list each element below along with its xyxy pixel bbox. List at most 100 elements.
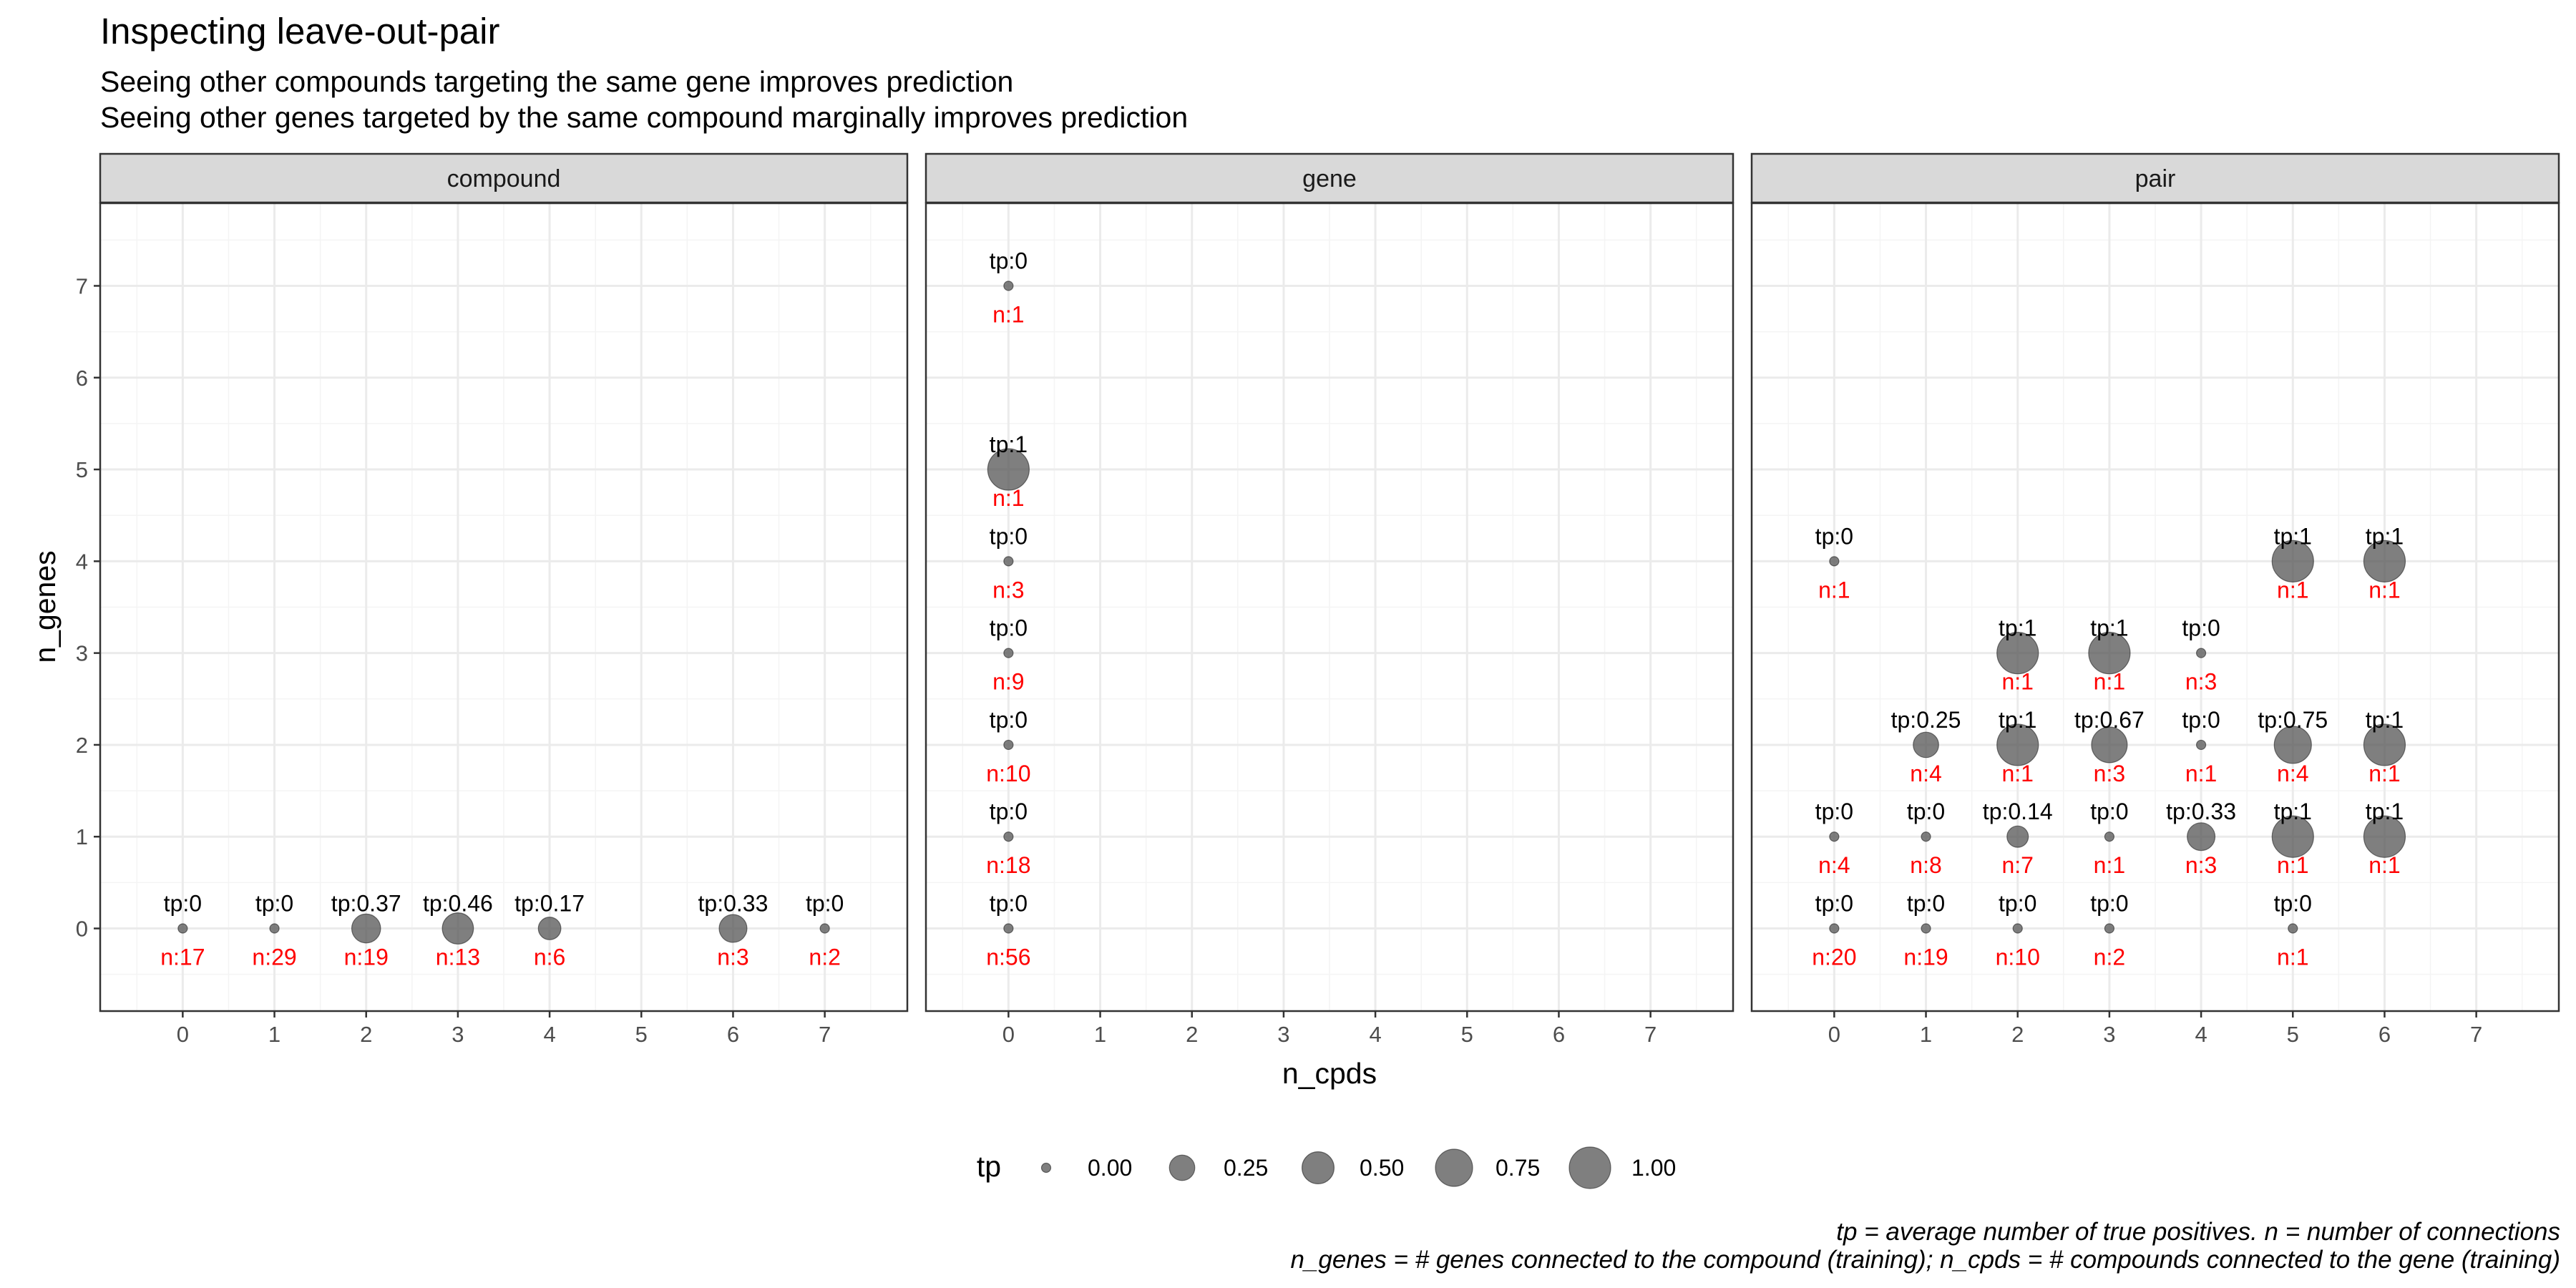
y-tick-label: 2 — [76, 733, 88, 758]
n-label: n:7 — [2001, 852, 2033, 878]
data-point — [2195, 739, 2207, 751]
tp-label: tp:0.67 — [2074, 707, 2145, 733]
x-tick-label: 4 — [2195, 1022, 2207, 1047]
n-label: n:1 — [992, 485, 1024, 511]
x-tick-label: 4 — [1369, 1022, 1381, 1047]
tp-label: tp:0 — [990, 707, 1028, 733]
caption-line-1: tp = average number of true positives. n… — [1836, 1218, 2560, 1246]
tp-label: tp:0.37 — [331, 891, 401, 917]
data-point — [2273, 726, 2312, 764]
chart-subtitle-line-1: Seeing other compounds targeting the sam… — [100, 65, 1014, 98]
x-tick-label: 2 — [2011, 1022, 2024, 1047]
data-point — [1996, 723, 2039, 766]
data-point — [177, 923, 188, 934]
data-point — [1003, 648, 1014, 658]
data-point — [1003, 923, 1014, 934]
chart-subtitle-line-2: Seeing other genes targeted by the same … — [100, 101, 1189, 134]
data-point — [1921, 831, 1931, 842]
tp-label: tp:1 — [1999, 615, 2036, 641]
y-tick-label: 6 — [76, 366, 88, 391]
y-tick-label: 1 — [76, 824, 88, 849]
n-label: n:17 — [160, 945, 205, 970]
y-tick-label: 0 — [76, 917, 88, 942]
n-label: n:13 — [436, 945, 480, 970]
data-point — [1913, 731, 1939, 758]
x-tick-label: 0 — [1002, 1022, 1015, 1047]
panel-border-compound — [99, 202, 909, 1013]
data-point — [1829, 556, 1840, 567]
x-tick-label: 0 — [177, 1022, 189, 1047]
y-axis-title: n_genes — [29, 550, 62, 663]
facet-label-compound: compound — [447, 165, 561, 192]
legend-key — [1040, 1162, 1052, 1174]
data-point — [2104, 831, 2115, 842]
y-tick-label: 5 — [76, 457, 88, 482]
data-point — [2195, 648, 2207, 658]
data-point — [1829, 831, 1840, 842]
n-label: n:2 — [2094, 945, 2125, 970]
panel-border-pair — [1750, 202, 2560, 1013]
data-point — [2363, 723, 2406, 766]
tp-label: tp:0.33 — [698, 891, 769, 917]
tp-label: tp:0 — [164, 891, 202, 917]
legend-label: 1.00 — [1631, 1155, 1676, 1181]
legend-key — [1301, 1151, 1335, 1185]
n-label: n:19 — [344, 945, 389, 970]
tp-label: tp:0 — [255, 891, 293, 917]
x-tick-label: 2 — [360, 1022, 372, 1047]
data-point — [718, 914, 748, 943]
y-tick-label: 7 — [76, 273, 88, 298]
data-point — [2006, 825, 2029, 848]
n-label: n:8 — [1910, 852, 1941, 878]
n-label: n:1 — [992, 301, 1024, 327]
tp-label: tp:1 — [2274, 799, 2312, 824]
tp-label: tp:1 — [2366, 707, 2404, 733]
legend-label: 0.50 — [1360, 1155, 1404, 1181]
legend-key — [1435, 1148, 1473, 1187]
tp-label: tp:0 — [2090, 891, 2128, 917]
caption-line-2: n_genes = # genes connected to the compo… — [1290, 1246, 2560, 1274]
n-label: n:3 — [2185, 852, 2217, 878]
n-label: n:1 — [2094, 669, 2125, 695]
tp-label: tp:0 — [1907, 799, 1945, 824]
tp-label: tp:1 — [2090, 615, 2128, 641]
tp-label: tp:1 — [1999, 707, 2036, 733]
data-point — [1829, 923, 1840, 934]
n-label: n:4 — [1818, 852, 1850, 878]
x-tick-label: 7 — [1644, 1022, 1657, 1047]
n-label: n:1 — [2368, 852, 2400, 878]
x-tick-label: 5 — [635, 1022, 648, 1047]
facet-strip-pair — [1750, 152, 2560, 204]
x-tick-label: 3 — [2103, 1022, 2115, 1047]
tp-label: tp:0 — [1815, 799, 1853, 824]
facet-label-gene: gene — [1302, 165, 1357, 192]
tp-label: tp:0 — [1907, 891, 1945, 917]
x-tick-label: 3 — [1277, 1022, 1289, 1047]
legend-title: tp — [977, 1150, 1001, 1183]
x-axis-title: n_cpds — [1282, 1057, 1377, 1090]
data-point — [269, 923, 280, 934]
data-point — [2012, 923, 2023, 934]
n-label: n:4 — [1910, 761, 1941, 786]
n-label: n:1 — [1818, 577, 1850, 602]
data-point — [2091, 726, 2128, 763]
facet-strip-gene — [924, 152, 1735, 204]
data-point — [2271, 540, 2314, 582]
x-tick-label: 4 — [543, 1022, 555, 1047]
tp-label: tp:0 — [2274, 891, 2312, 917]
x-tick-label: 3 — [452, 1022, 464, 1047]
facet-strip-compound — [99, 152, 909, 204]
n-label: n:19 — [1903, 945, 1948, 970]
x-tick-label: 5 — [2287, 1022, 2299, 1047]
data-point — [2104, 923, 2115, 934]
data-point — [819, 923, 830, 934]
n-label: n:6 — [534, 945, 565, 970]
data-point — [2288, 923, 2298, 934]
tp-label: tp:0 — [806, 891, 844, 917]
tp-label: tp:0.17 — [514, 891, 585, 917]
n-label: n:56 — [986, 945, 1030, 970]
data-point — [2271, 815, 2314, 858]
legend-label: 0.00 — [1088, 1155, 1132, 1181]
data-point — [1003, 831, 1014, 842]
tp-label: tp:0.33 — [2166, 799, 2236, 824]
